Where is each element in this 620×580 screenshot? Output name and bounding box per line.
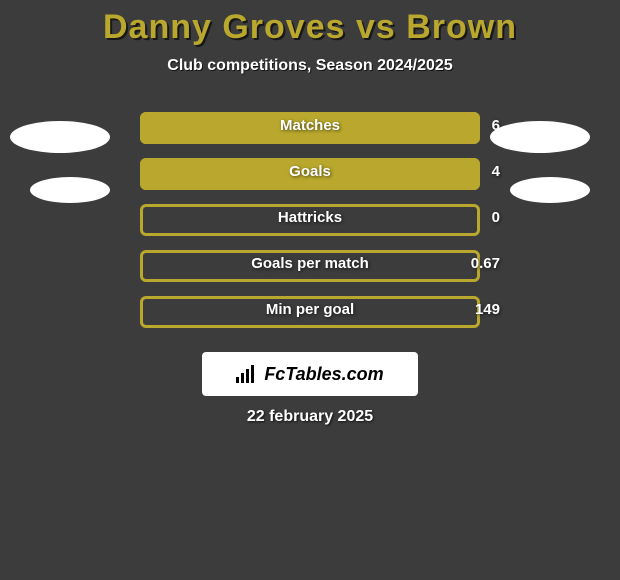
brand-text: FcTables.com xyxy=(264,364,383,385)
metric-label: Hattricks xyxy=(140,209,480,226)
team-logo-placeholder xyxy=(490,121,590,153)
comparison-infographic: Danny Groves vs Brown Club competitions,… xyxy=(0,0,620,580)
page-title: Danny Groves vs Brown xyxy=(0,8,620,47)
title-text: Danny Groves vs Brown xyxy=(103,8,517,46)
value-right: 0.67 xyxy=(440,255,500,272)
team-logo-placeholder xyxy=(510,177,590,203)
stat-row: Hattricks0 xyxy=(0,197,620,243)
metric-label: Min per goal xyxy=(140,301,480,318)
stat-row: Min per goal149 xyxy=(0,289,620,335)
metric-label: Matches xyxy=(140,117,480,134)
value-right: 149 xyxy=(440,301,500,318)
metric-label: Goals per match xyxy=(140,255,480,272)
brand-badge: FcTables.com xyxy=(202,352,418,396)
value-right: 4 xyxy=(440,163,500,180)
value-right: 0 xyxy=(440,209,500,226)
subtitle: Club competitions, Season 2024/2025 xyxy=(0,57,620,75)
team-logo-placeholder xyxy=(10,121,110,153)
stat-row: Goals per match0.67 xyxy=(0,243,620,289)
snapshot-date: 22 february 2025 xyxy=(0,408,620,426)
metric-label: Goals xyxy=(140,163,480,180)
team-logo-placeholder xyxy=(30,177,110,203)
value-right: 6 xyxy=(440,117,500,134)
bars-icon xyxy=(236,365,258,383)
